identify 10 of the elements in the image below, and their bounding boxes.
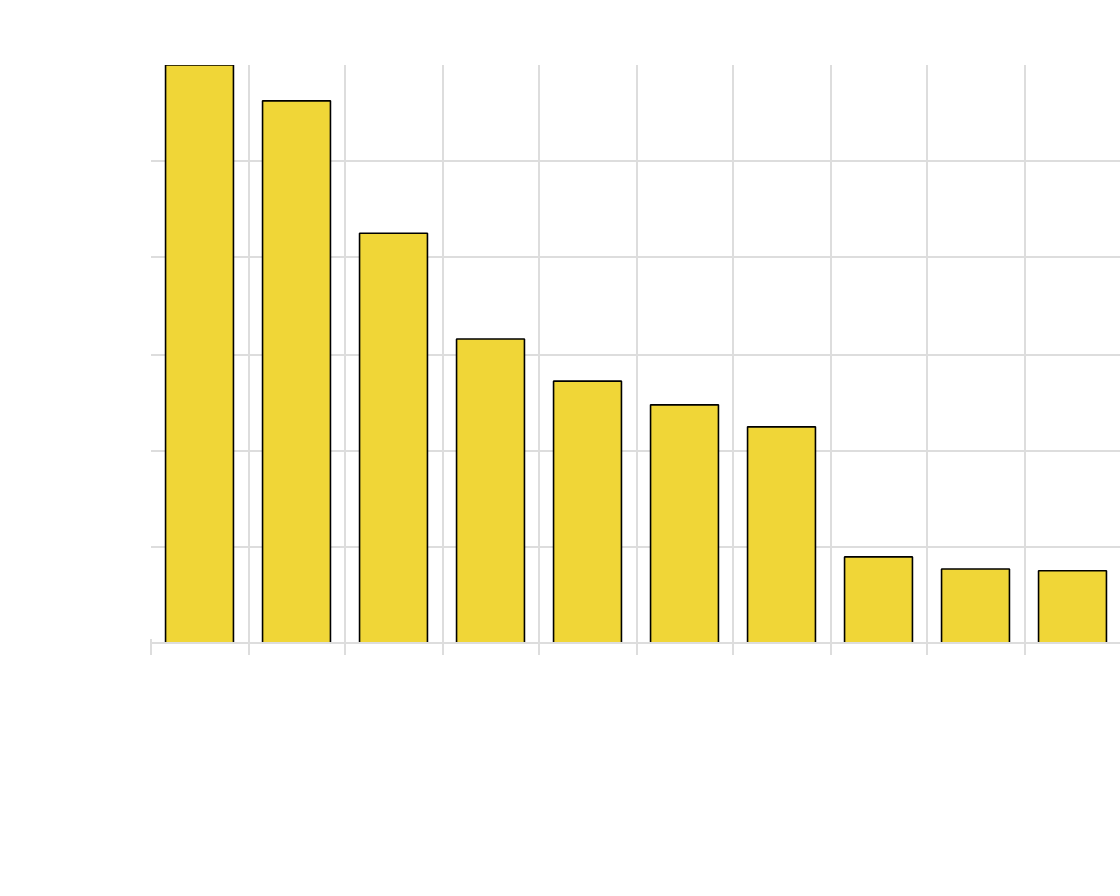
bar bbox=[1037, 569, 1108, 643]
bar bbox=[358, 232, 429, 643]
bar bbox=[940, 568, 1011, 643]
bar bbox=[843, 556, 914, 643]
bar bbox=[552, 380, 623, 643]
bar bbox=[164, 65, 235, 643]
bar bbox=[455, 338, 526, 643]
bar bbox=[746, 426, 817, 643]
bar bbox=[261, 100, 332, 643]
bar bbox=[649, 404, 720, 643]
